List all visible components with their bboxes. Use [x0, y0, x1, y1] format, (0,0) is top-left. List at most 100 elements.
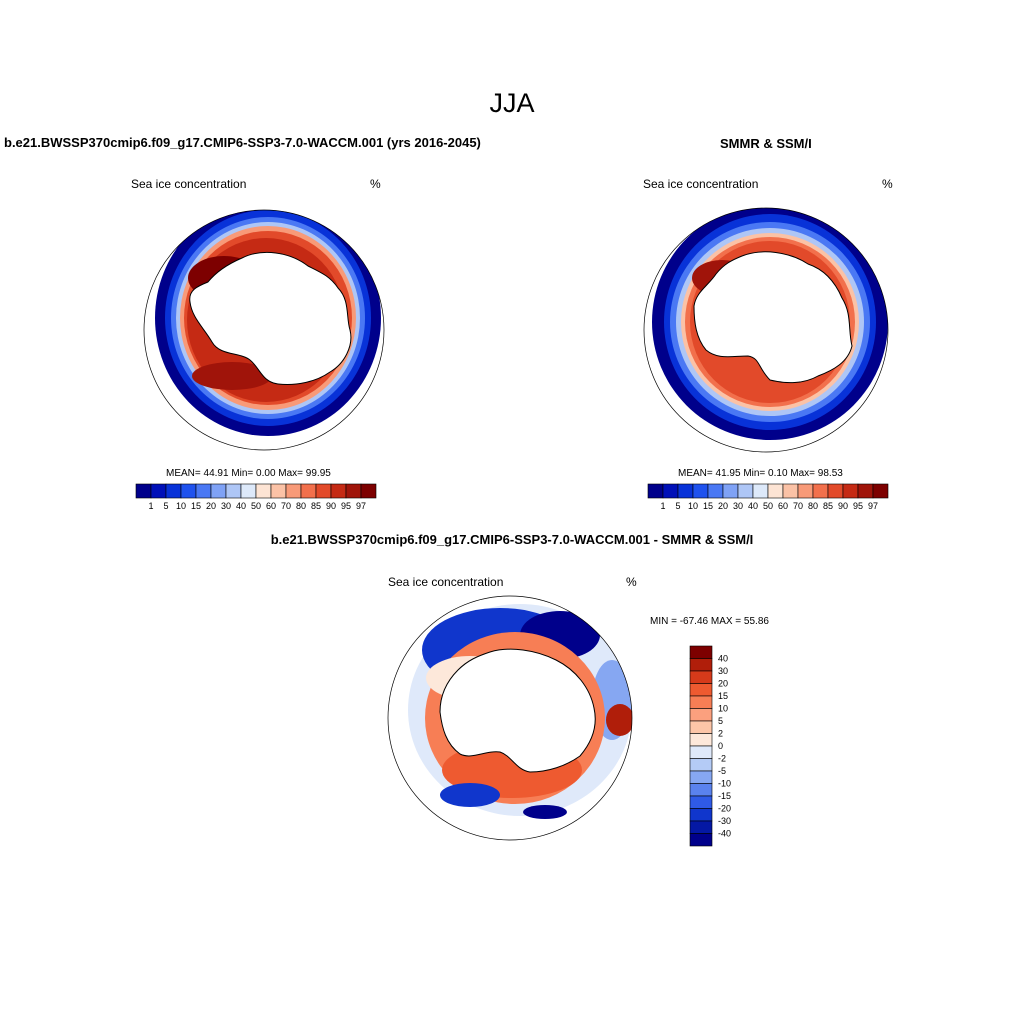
colorbar-swatch	[180, 483, 197, 499]
colorbar-swatch	[689, 720, 713, 734]
colorbar-swatch	[330, 483, 347, 499]
map-model-border	[143, 209, 385, 451]
map-model	[144, 210, 384, 450]
colorbar-label: 60	[778, 501, 788, 511]
panel-model-units: %	[370, 177, 381, 191]
colorbar-label: 80	[296, 501, 306, 511]
colorbar-swatch	[360, 483, 377, 499]
colorbar-label: 10	[176, 501, 186, 511]
colorbar-swatch	[827, 483, 844, 499]
colorbar-label: 40	[718, 654, 728, 664]
colorbar-label: 50	[251, 501, 261, 511]
colorbar-label: 5	[163, 501, 168, 511]
colorbar-swatch	[270, 483, 287, 499]
colorbar-swatch	[857, 483, 874, 499]
figure-title: JJA	[489, 88, 535, 118]
colorbar-swatch	[737, 483, 754, 499]
map-obs-border	[643, 207, 889, 453]
colorbar-swatch	[689, 695, 713, 709]
colorbar-label: 1	[148, 501, 153, 511]
colorbar-swatch	[135, 483, 152, 499]
colorbar-label: 15	[191, 501, 201, 511]
panel-model-title: b.e21.BWSSP370cmip6.f09_g17.CMIP6-SSP3-7…	[4, 135, 481, 150]
colorbar-label: 15	[703, 501, 713, 511]
colorbar-swatch	[300, 483, 317, 499]
colorbar-swatch	[285, 483, 302, 499]
colorbar-swatch	[842, 483, 859, 499]
colorbar-swatch	[689, 645, 713, 659]
colorbar-label: 20	[206, 501, 216, 511]
colorbar-swatch	[150, 483, 167, 499]
panel-obs-variable: Sea ice concentration	[643, 177, 759, 191]
colorbar-swatch	[782, 483, 799, 499]
colorbar-label: -2	[718, 754, 726, 764]
panel-model-variable: Sea ice concentration	[131, 177, 247, 191]
colorbar-label: 2	[718, 729, 723, 739]
colorbar-swatch	[689, 658, 713, 672]
colorbar-label: 5	[718, 716, 723, 726]
colorbar-label: 15	[718, 691, 728, 701]
colorbar-label: 95	[853, 501, 863, 511]
colorbar-label: 5	[675, 501, 680, 511]
colorbar-swatch	[255, 483, 272, 499]
colorbar-label: 85	[823, 501, 833, 511]
colorbar-swatch	[689, 833, 713, 847]
colorbar-label: 60	[266, 501, 276, 511]
panel-model-stats: MEAN= 44.91 Min= 0.00 Max= 99.95	[166, 468, 331, 479]
colorbar-swatch	[689, 733, 713, 747]
panel-diff-units: %	[626, 575, 637, 589]
colorbar-label: 80	[808, 501, 818, 511]
colorbar-label: 40	[748, 501, 758, 511]
colorbar-swatch	[689, 708, 713, 722]
colorbar-swatch	[689, 820, 713, 834]
map-diff-border	[387, 595, 633, 841]
colorbar-obs: 1 5 10 15 20 30 40 50 60 70 80 85 90 95 97	[647, 483, 889, 511]
colorbar-swatch	[767, 483, 784, 499]
colorbar-swatch	[225, 483, 242, 499]
colorbar-label: 1	[660, 501, 665, 511]
colorbar-swatch	[872, 483, 889, 499]
colorbar-swatch	[797, 483, 814, 499]
colorbar-swatch	[677, 483, 694, 499]
colorbar-label: 95	[341, 501, 351, 511]
colorbar-label: -15	[718, 791, 731, 801]
colorbar-label: -40	[718, 829, 731, 839]
colorbar-swatch	[345, 483, 362, 499]
colorbar-label: 20	[718, 501, 728, 511]
colorbar-swatch	[689, 670, 713, 684]
colorbar-label: 50	[763, 501, 773, 511]
colorbar-swatch	[692, 483, 709, 499]
colorbar-label: 30	[221, 501, 231, 511]
colorbar-swatch	[689, 795, 713, 809]
colorbar-swatch	[689, 770, 713, 784]
panel-obs-stats: MEAN= 41.95 Min= 0.10 Max= 98.53	[678, 468, 843, 479]
colorbar-label: 30	[718, 666, 728, 676]
colorbar-label: -10	[718, 779, 731, 789]
colorbar-swatch	[240, 483, 257, 499]
map-obs	[644, 208, 888, 452]
colorbar-swatch	[165, 483, 182, 499]
colorbar-label: 97	[868, 501, 878, 511]
colorbar-swatch	[647, 483, 664, 499]
colorbar-swatch	[689, 745, 713, 759]
map-diff	[388, 596, 632, 840]
colorbar-label: 40	[236, 501, 246, 511]
colorbar-label: 30	[733, 501, 743, 511]
colorbar-model: 1 5 10 15 20 30 40 50 60 70 80 85 90 95 97	[135, 483, 377, 511]
panel-diff-stats: MIN = -67.46 MAX = 55.86	[650, 616, 769, 627]
colorbar-swatch	[210, 483, 227, 499]
colorbar-swatch	[662, 483, 679, 499]
colorbar-swatch	[722, 483, 739, 499]
colorbar-label: -20	[718, 804, 731, 814]
colorbar-swatch	[812, 483, 829, 499]
panel-diff-variable: Sea ice concentration	[388, 575, 504, 589]
colorbar-swatch	[195, 483, 212, 499]
colorbar-swatch	[315, 483, 332, 499]
panel-obs-units: %	[882, 177, 893, 191]
panel-obs-title: SMMR & SSM/I	[720, 136, 812, 151]
colorbar-label: 90	[838, 501, 848, 511]
colorbar-label: 97	[356, 501, 366, 511]
colorbar-label: 20	[718, 679, 728, 689]
